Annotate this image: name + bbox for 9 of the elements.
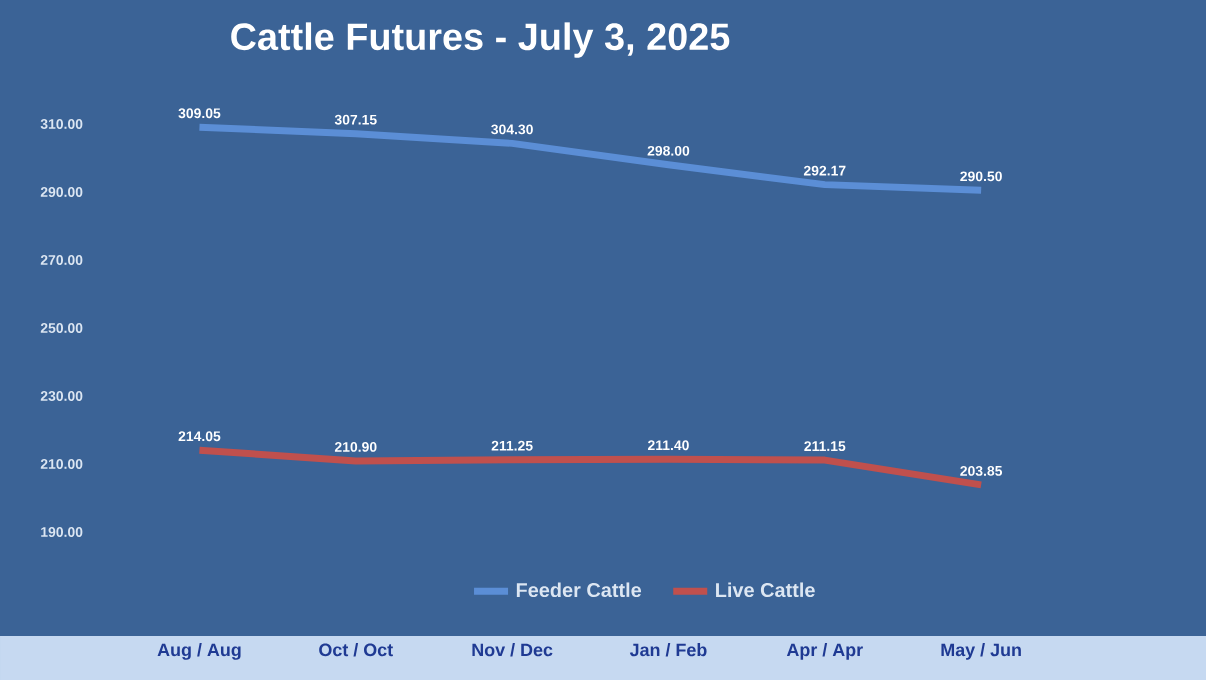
legend-label: Live Cattle [716,582,815,598]
x-tick-label: Oct / Oct [319,643,393,657]
legend-label: Feeder Cattle [516,582,642,598]
x-tick-label: Jan / Feb [629,643,707,657]
x-tick-label: Aug / Aug [157,643,241,660]
x-tick-label: Apr / Apr [786,643,863,660]
x-tick-label: Nov / Dec [472,643,553,657]
x-tick-label: May / Jun [941,643,1021,660]
chart-title: Cattle Futures - July 3, 2025 [231,22,730,58]
